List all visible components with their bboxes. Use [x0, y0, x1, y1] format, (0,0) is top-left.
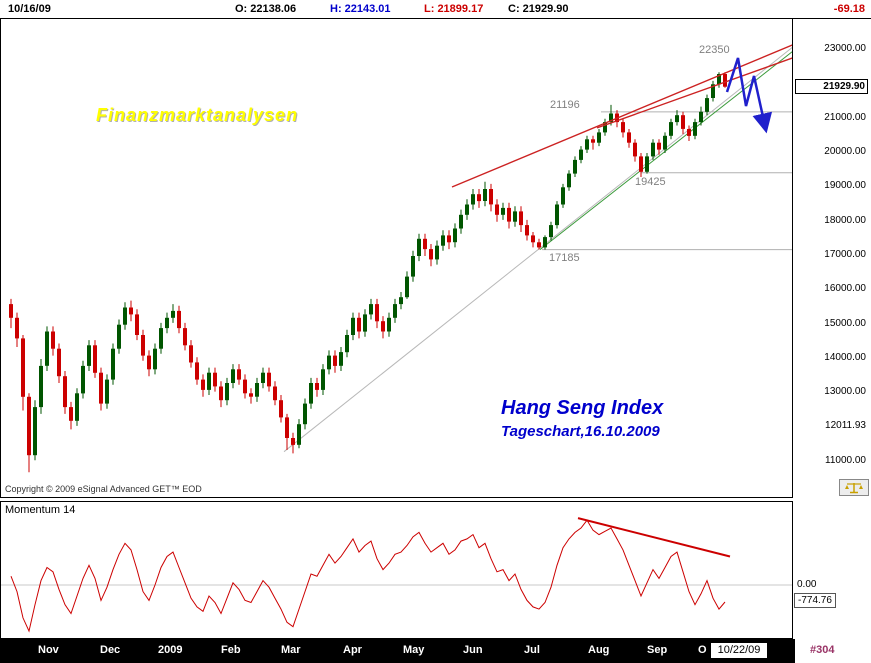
price-level-label-22350: 22350	[699, 44, 730, 56]
price-level-label-21196: 21196	[550, 99, 580, 111]
get-tools-button[interactable]	[839, 479, 869, 496]
projection-arrow[interactable]	[725, 57, 773, 134]
watermark-text: Finanzmarktanalysen	[96, 105, 299, 125]
month-label-2009: 2009	[158, 644, 183, 656]
month-label-Jul: Jul	[524, 644, 540, 656]
momentum-pane[interactable]: Momentum 14	[0, 501, 793, 639]
quote-date: 10/16/09	[8, 3, 51, 15]
month-label-Mar: Mar	[281, 644, 301, 656]
momentum-zero-label: 0.00	[797, 579, 817, 590]
time-axis: Nov Dec 2009 Feb Mar Apr May Jun Jul Aug Sep O 10/2…	[0, 639, 871, 663]
month-label-Nov: Nov	[38, 644, 59, 656]
chart-subtitle: Tageschart,16.10.2009	[501, 423, 660, 440]
month-label-Sep: Sep	[647, 644, 668, 656]
momentum-line	[10, 519, 726, 633]
price-axis-label: 11000.00	[825, 455, 866, 466]
current-price-label: 21929.90	[795, 79, 868, 94]
momentum-axis: 0.00 -774.76	[793, 501, 871, 639]
price-axis-label: 21000.00	[824, 112, 866, 123]
price-axis-label: 13000.00	[824, 386, 866, 397]
price-axis-label: 23000.00	[824, 43, 866, 54]
quote-bar: 10/16/09 O: 22138.06 H: 22143.01 L: 2189…	[0, 0, 871, 19]
price-axis-label: 20000.00	[824, 146, 866, 157]
page-number: #304	[810, 644, 835, 656]
month-label-Jun: Jun	[463, 644, 483, 656]
chart-title: Hang Seng Index	[501, 397, 664, 419]
momentum-value-label: -774.76	[794, 593, 836, 608]
trendline-resistance-red-1[interactable]	[451, 38, 792, 188]
price-chart-pane[interactable]: Finanzmarktanalysen Hang Seng Index Tage…	[0, 19, 793, 498]
price-level-label-19425: 19425	[635, 176, 666, 188]
momentum-divergence-line[interactable]	[577, 517, 731, 558]
scales-icon	[845, 483, 863, 494]
price-axis-label: 15000.00	[824, 318, 866, 329]
price-axis: 23000.00 21929.90 21000.00 20000.00 19000.00…	[793, 19, 871, 498]
copyright-text: Copyright © 2009 eSignal Advanced GET™ E…	[5, 484, 202, 494]
quote-open: O: 22138.06	[235, 3, 297, 15]
price-axis-label: 14000.00	[824, 352, 866, 363]
month-label-Dec: Dec	[100, 644, 121, 656]
price-axis-label: 19000.00	[824, 180, 866, 191]
month-label-O: O	[698, 644, 707, 656]
price-level-label-17185: 17185	[549, 252, 580, 264]
time-axis-bar: Nov Dec 2009 Feb Mar Apr May Jun Jul Aug Sep O	[0, 639, 795, 663]
price-axis-label: 12011.93	[825, 420, 866, 431]
month-label-Feb: Feb	[221, 644, 241, 656]
price-axis-label: 16000.00	[824, 283, 866, 294]
momentum-label: Momentum 14	[5, 504, 76, 516]
month-label-May: May	[403, 644, 425, 656]
price-axis-label: 17000.00	[824, 249, 866, 260]
month-label-Aug: Aug	[588, 644, 610, 656]
candlestick-chart	[9, 38, 792, 473]
trendline-resistance-red-2[interactable]	[596, 52, 792, 129]
last-date-box: 10/22/09	[710, 642, 768, 659]
quote-low: L: 21899.17	[424, 3, 484, 15]
month-label-Apr: Apr	[343, 644, 362, 656]
quote-high: H: 22143.01	[330, 3, 391, 15]
price-axis-label: 18000.00	[824, 215, 866, 226]
quote-change: -69.18	[833, 3, 865, 15]
quote-close: C: 21929.90	[508, 3, 569, 15]
momentum-chart	[1, 517, 792, 633]
